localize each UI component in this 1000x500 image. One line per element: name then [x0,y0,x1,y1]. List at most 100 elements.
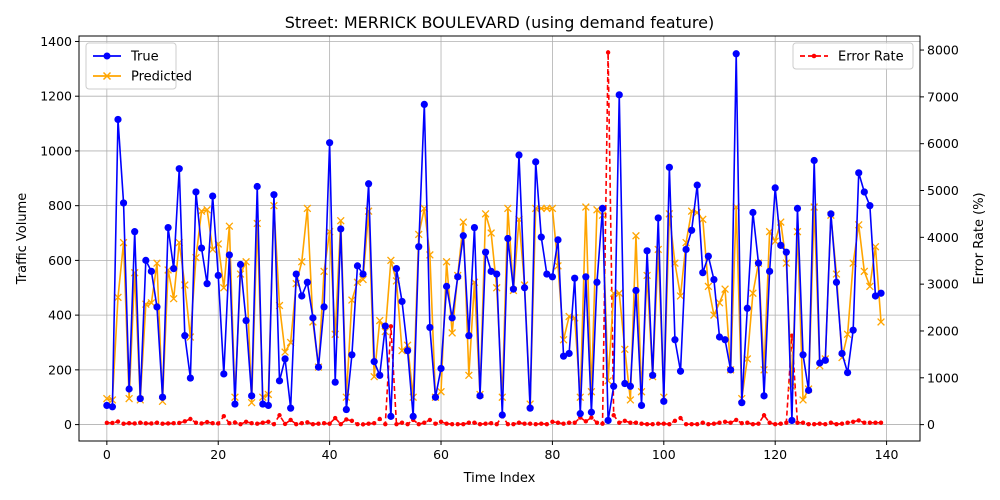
data-point-error-rate [772,421,778,427]
data-point-error-rate [294,421,299,427]
data-point-error-rate [828,420,834,425]
data-point-true [248,392,256,400]
data-point-true [398,297,406,306]
data-point-true [270,191,278,199]
data-point-true [554,236,562,244]
data-point-predicted [548,204,557,213]
x-tick-label: 20 [210,447,226,462]
legend-error-marker [811,53,817,59]
data-point-predicted [810,203,819,211]
data-point-true [509,285,518,293]
data-point-error-rate [182,419,188,424]
data-point-true [827,210,835,218]
x-tick-label: 120 [763,447,787,462]
data-point-true [843,368,852,377]
data-point-error-rate [555,420,561,425]
data-point-predicted [348,296,356,304]
data-point-true [142,256,150,264]
data-point-true [743,304,751,312]
data-point-true [654,214,662,222]
y-tick-label-left: 1400 [40,34,72,49]
y-tick-label-left: 400 [48,308,72,323]
data-point-error-rate [650,421,655,427]
data-point-predicted [749,289,757,298]
data-point-predicted [353,278,362,287]
data-point-error-rate [388,324,394,329]
data-point-true [119,199,128,207]
data-point-true [420,100,428,109]
data-point-error-rate [110,420,115,426]
data-point-true [838,349,846,358]
data-point-error-rate [873,420,878,425]
data-point-true [236,260,245,269]
data-point-error-rate [706,421,711,427]
data-point-true [153,303,161,311]
data-point-true [704,252,712,260]
data-point-error-rate [338,421,343,427]
y-tick-label-left: 600 [48,253,72,268]
data-point-true [532,158,540,166]
data-point-error-rate [767,420,772,425]
data-point-error-rate [700,420,705,425]
data-point-error-rate [477,421,483,427]
data-point-true [649,371,657,379]
data-point-error-rate [516,420,522,425]
data-point-error-rate [678,415,683,421]
data-point-predicted [704,282,713,291]
data-point-predicted [119,238,128,247]
data-point-error-rate [204,419,210,425]
data-point-error-rate [717,420,722,425]
data-point-predicted [587,387,596,396]
data-point-error-rate [817,421,822,426]
data-point-true [860,188,868,196]
data-point-true [832,278,841,286]
data-point-true [548,273,557,281]
data-point-predicted [297,257,306,266]
data-point-true [259,400,267,408]
data-point-true [476,392,484,400]
data-point-true [754,259,763,267]
data-point-true [292,270,300,278]
data-point-true [225,251,233,259]
data-point-predicted [387,256,395,265]
y-tick-label-right: 1000 [927,370,959,385]
data-point-error-rate [611,413,616,418]
data-point-error-rate [177,420,182,426]
data-point-error-rate [527,421,533,426]
data-point-predicted [336,216,345,225]
data-point-error-rate [216,421,221,426]
data-point-true [598,204,607,212]
y-tick-label-right: 3000 [927,277,959,292]
data-point-error-rate [617,420,622,425]
data-point-error-rate [165,421,171,426]
data-point-predicted [632,231,640,240]
data-point-true [158,393,167,401]
data-point-error-rate [695,421,700,427]
data-point-true [537,233,545,241]
data-point-true [805,386,813,394]
data-point-error-rate [622,418,628,424]
data-point-true [203,280,211,288]
data-point-true [504,234,512,243]
plot-area [79,36,920,441]
y-tick-label-right: 7000 [927,89,959,104]
data-point-predicted [359,275,367,284]
data-point-true [465,332,473,340]
data-point-true [760,392,768,400]
data-point-error-rate [321,421,327,426]
data-point-error-rate [845,420,850,425]
data-point-true [359,270,367,278]
legend-true-marker [103,52,111,60]
y-tick-label-right: 2000 [927,323,959,338]
data-point-error-rate [566,420,572,425]
data-point-true [186,374,194,382]
data-point-true [387,412,395,420]
data-point-error-rate [455,421,460,427]
data-point-error-rate [644,421,650,427]
data-point-error-rate [115,419,121,424]
data-point-predicted [860,267,869,276]
y-tick-label-right: 5000 [927,183,959,198]
data-point-predicted [253,219,262,228]
data-point-true [682,245,690,254]
data-point-error-rate [188,416,193,422]
